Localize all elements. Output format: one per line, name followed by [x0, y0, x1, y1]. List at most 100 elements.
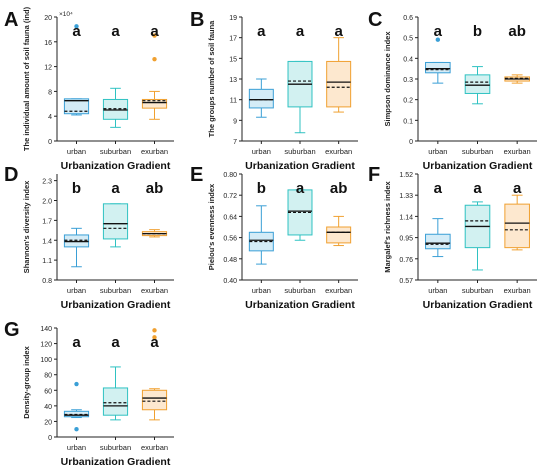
panel-d: D 0.8 1.1 1.4 1.7 2.0 2.3 Shannon's diversity i…: [4, 164, 174, 311]
y-tick-label: 0.4: [403, 56, 413, 63]
panel-e: E 0.40 0.48 0.56 0.64 0.72 0.80 Pielou's evenne…: [190, 164, 358, 311]
panel-letter: D: [4, 164, 18, 186]
y-tick-label: 1.1: [42, 258, 52, 265]
panel-letter: G: [4, 319, 20, 341]
y-tick-label: 0.80: [223, 172, 237, 179]
significance-letter: a: [111, 334, 120, 351]
significance-letter: a: [72, 334, 81, 351]
x-tick-label: exurban: [141, 147, 168, 156]
y-tick-label: 1.14: [399, 214, 413, 221]
x-tick-label: suburban: [284, 147, 315, 156]
y-tick-label: 80: [44, 373, 52, 380]
y-tick-label: 120: [40, 342, 52, 349]
y-tick-label: 100: [40, 357, 52, 364]
y-multiplier: ×10⁴: [59, 11, 73, 18]
y-tick-label: 2.3: [42, 179, 52, 186]
box-exurban: [141, 98, 168, 109]
y-axis-label: Margalef's richness index: [383, 180, 392, 272]
y-axis-label: Density-group index: [22, 345, 31, 418]
box-suburban: [102, 203, 129, 240]
y-tick-label: 1.4: [42, 238, 52, 245]
x-tick-label: exurban: [504, 286, 531, 295]
x-tick-label: urban: [428, 286, 447, 295]
y-tick-label: 2.0: [42, 199, 52, 206]
panel-letter: C: [368, 9, 382, 31]
box-exurban: [326, 226, 352, 244]
y-tick-label: 7: [233, 139, 237, 146]
y-tick-label: 1.52: [399, 172, 413, 179]
x-tick-label: exurban: [141, 286, 168, 295]
x-axis-label: Urbanization Gradient: [423, 160, 533, 172]
y-tick-label: 0.95: [399, 236, 413, 243]
box-urban: [425, 233, 451, 250]
y-tick-label: 0.2: [403, 98, 413, 105]
panel-a: A 0 4 8 12 16 20 ×10⁴ The individual amount of s…: [4, 6, 174, 172]
box-exurban: [141, 389, 168, 411]
y-tick-label: 0.3: [403, 77, 413, 84]
x-tick-label: urban: [67, 147, 86, 156]
y-tick-label: 20: [44, 419, 52, 426]
x-tick-label: urban: [252, 147, 271, 156]
outlier-point: [152, 335, 157, 340]
x-tick-label: exurban: [325, 147, 352, 156]
outlier-point: [152, 56, 157, 62]
y-tick-label: 16: [44, 40, 52, 47]
significance-letter: a: [296, 180, 305, 197]
x-tick-label: suburban: [100, 147, 131, 156]
x-tick-label: urban: [67, 286, 86, 295]
y-axis-label: Pielou's evenness index: [207, 183, 216, 270]
y-tick-label: 0.8: [42, 278, 52, 285]
significance-letter: a: [72, 23, 81, 40]
y-tick-label: 0.72: [223, 193, 237, 200]
outlier-point: [435, 37, 441, 42]
significance-letter: a: [473, 180, 482, 197]
significance-letter: ab: [330, 180, 348, 197]
y-tick-label: 60: [44, 388, 52, 395]
outlier-point: [74, 427, 79, 432]
y-tick-label: 11: [230, 98, 237, 105]
y-tick-label: 0.57: [399, 278, 413, 285]
y-tick-label: 0.6: [403, 15, 413, 22]
x-tick-label: urban: [252, 286, 271, 295]
panel-g: G 0 20 40 60 80 100 120 140 Density-group index Ur…: [4, 319, 174, 466]
significance-letter: ab: [508, 23, 526, 40]
panel-letter: A: [4, 9, 18, 31]
y-axis-label: The individual amount of soil fauna (ind…: [22, 6, 31, 151]
box-exurban: [326, 60, 352, 108]
significance-letter: a: [111, 180, 120, 197]
x-tick-label: suburban: [284, 286, 315, 295]
outlier-point: [74, 24, 79, 29]
significance-letter: a: [150, 23, 159, 40]
y-tick-label: 0: [48, 139, 52, 146]
box-urban: [248, 88, 274, 109]
y-tick-label: 9: [233, 118, 237, 125]
outlier-point: [152, 33, 157, 38]
x-axis-label: Urbanization Gradient: [61, 456, 171, 466]
x-tick-label: exurban: [325, 286, 352, 295]
significance-letter: a: [434, 23, 443, 40]
y-axis-label: Simpson dominance index: [383, 31, 392, 127]
x-tick-label: suburban: [462, 147, 493, 156]
y-tick-label: 13: [229, 77, 237, 84]
box-urban: [425, 61, 451, 74]
y-tick-label: 0: [409, 139, 413, 146]
y-tick-label: 1.33: [399, 193, 413, 200]
y-tick-label: 0: [48, 435, 52, 442]
significance-letter: a: [257, 23, 266, 40]
y-tick-label: 0.64: [223, 214, 237, 221]
y-tick-label: 8: [48, 89, 52, 96]
significance-letter: ab: [146, 180, 164, 197]
significance-letter: a: [513, 180, 522, 197]
y-tick-label: 1.7: [42, 218, 52, 225]
y-tick-label: 15: [229, 56, 237, 63]
y-axis-label: The groups number of soil fauna: [207, 20, 216, 138]
y-tick-label: 0.48: [223, 257, 237, 264]
y-tick-label: 17: [229, 36, 237, 43]
y-tick-label: 12: [44, 65, 52, 72]
significance-letter: a: [111, 23, 120, 40]
box-suburban: [102, 387, 129, 416]
y-tick-label: 0.56: [223, 236, 237, 243]
x-axis-label: Urbanization Gradient: [61, 299, 171, 311]
x-tick-label: suburban: [462, 286, 493, 295]
